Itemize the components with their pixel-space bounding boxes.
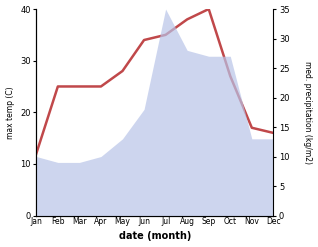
Y-axis label: med. precipitation (kg/m2): med. precipitation (kg/m2) <box>303 61 313 164</box>
Y-axis label: max temp (C): max temp (C) <box>5 86 15 139</box>
X-axis label: date (month): date (month) <box>119 231 191 242</box>
